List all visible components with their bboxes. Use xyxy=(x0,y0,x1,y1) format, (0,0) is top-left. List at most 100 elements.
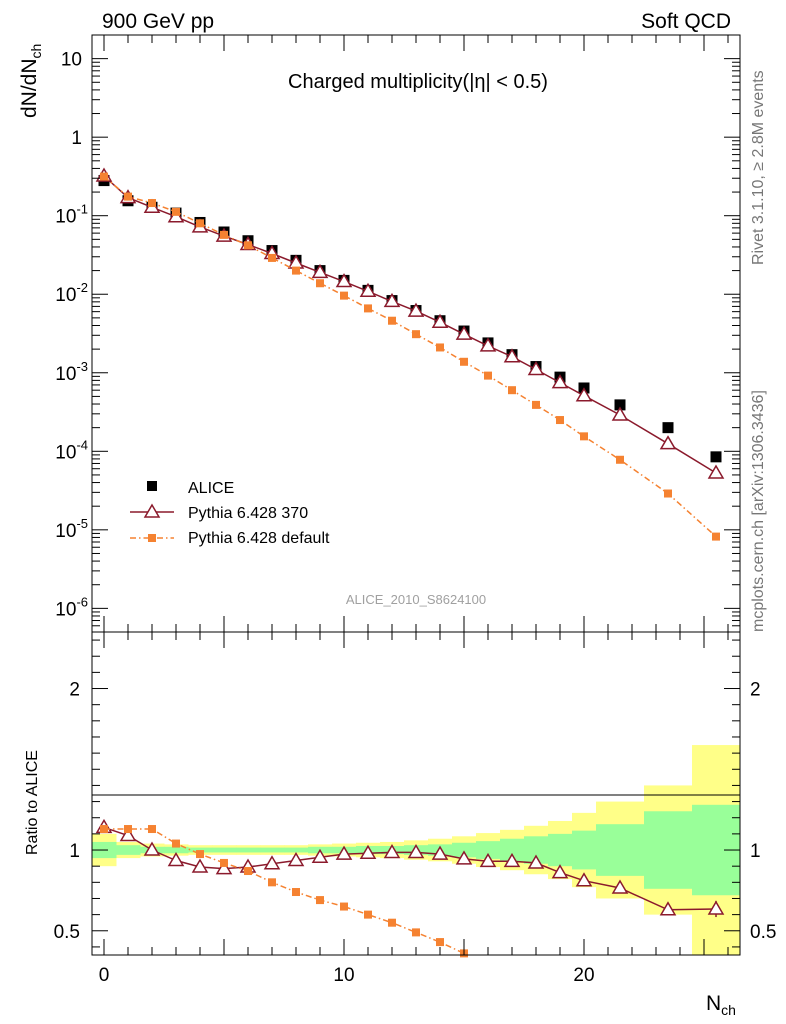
ratio-ytick-label-right: 0.5 xyxy=(750,922,776,943)
data-point-pythia-default xyxy=(508,386,516,395)
main-ytick-base: 10 xyxy=(55,207,76,228)
main-ytick-exp: -4 xyxy=(76,437,88,452)
data-point-pythia-default xyxy=(124,192,132,201)
band-stat xyxy=(188,847,213,853)
main-ytick-label: 10-3 xyxy=(55,359,88,385)
main-ytick-label: 10-4 xyxy=(55,437,88,463)
main-ytick-exp: -1 xyxy=(76,202,88,217)
data-point-pythia-370 xyxy=(455,325,473,340)
data-point-pythia-370 xyxy=(311,263,329,279)
band-stat xyxy=(116,845,141,855)
main-ytick-label: 10-2 xyxy=(55,280,88,306)
legend-p370-marker xyxy=(143,503,161,518)
ratio-ytick-label: 1 xyxy=(69,841,80,862)
band-stat xyxy=(284,847,309,853)
ratio-ytick-label-right: 2 xyxy=(750,680,761,701)
data-point-pythia-default xyxy=(196,219,204,228)
ratio-point-pythia-370 xyxy=(287,852,305,867)
ratio-point-pythia-370 xyxy=(383,843,401,859)
data-point-pythia-default xyxy=(172,207,180,216)
data-point-pythia-default xyxy=(712,532,720,541)
ratio-point-pythia-370 xyxy=(611,879,629,894)
ratio-point-pythia-370 xyxy=(431,845,449,860)
ratio-panel: 2 2 1 1 0.5 0.5 0 10 20 Ratio to ALICE Nch xyxy=(24,631,776,1018)
ratio-point-pythia-default xyxy=(148,825,156,834)
main-ytick-exp: -5 xyxy=(76,516,88,531)
data-point-pythia-370 xyxy=(383,292,401,308)
data-point-pythia-default xyxy=(664,489,672,498)
ratio-ytick-label-right: 1 xyxy=(750,841,761,862)
data-point-pythia-370 xyxy=(575,387,593,402)
ratio-xtick-label: 20 xyxy=(573,965,594,986)
data-point-pythia-default xyxy=(460,357,468,366)
ratio-point-pythia-370 xyxy=(263,855,281,870)
data-point-pythia-default xyxy=(412,330,420,339)
ratio-point-pythia-370 xyxy=(215,860,233,875)
ratio-point-pythia-default xyxy=(172,839,180,848)
ratio-point-pythia-370 xyxy=(707,900,725,915)
ratio-series-line xyxy=(104,828,465,955)
ratio-point-pythia-default xyxy=(244,867,252,876)
ratio-point-pythia-default xyxy=(364,910,372,919)
band-stat xyxy=(212,847,237,853)
data-point-pythia-default xyxy=(364,304,372,313)
ratio-point-pythia-default xyxy=(412,928,420,937)
watermark: ALICE_2010_S8624100 xyxy=(346,592,486,607)
data-point-pythia-default xyxy=(556,416,564,425)
ratio-ylabel: Ratio to ALICE xyxy=(24,750,41,855)
ratio-xtick-label: 0 xyxy=(99,965,110,986)
main-ytick-base: 10 xyxy=(55,364,76,385)
ratio-point-pythia-370 xyxy=(311,848,329,864)
band-stat xyxy=(596,824,645,876)
legend-p370-label: Pythia 6.428 370 xyxy=(188,505,308,522)
ratio-point-pythia-370 xyxy=(143,841,161,856)
main-ytick-exp: -6 xyxy=(76,594,88,609)
main-ytick-label: 1 xyxy=(71,128,82,149)
data-point-pythia-370 xyxy=(359,282,377,298)
ratio-point-pythia-default xyxy=(316,896,324,905)
ratio-point-pythia-default xyxy=(196,850,204,859)
data-point-pythia-default xyxy=(316,279,324,288)
ratio-ytick-label: 2 xyxy=(69,680,80,701)
data-point-alice xyxy=(662,422,674,434)
band-stat xyxy=(452,842,477,858)
main-ytick-exp: -3 xyxy=(76,359,88,374)
main-ytick-label: 10-5 xyxy=(55,516,88,542)
data-point-pythia-370 xyxy=(659,435,677,450)
ratio-point-pythia-370 xyxy=(167,852,185,867)
main-ylabel-sub: ch xyxy=(28,44,44,59)
ratio-point-pythia-370 xyxy=(575,872,593,887)
ratio-xlabel-sub: ch xyxy=(721,1002,736,1018)
main-ytick-label: 10-6 xyxy=(55,594,88,620)
ratio-frame xyxy=(91,631,741,956)
data-point-pythia-370 xyxy=(707,464,725,479)
side-label-top: Rivet 3.1.10, ≥ 2.8M events xyxy=(750,70,767,265)
ratio-point-pythia-370 xyxy=(479,852,497,868)
chart-title: Charged multiplicity(|η| < 0.5) xyxy=(288,71,548,93)
ratio-point-pythia-default xyxy=(292,888,300,897)
band-stat xyxy=(236,847,261,853)
ratio-point-pythia-370 xyxy=(191,858,209,873)
main-ytick-label: 10-1 xyxy=(55,202,88,228)
data-point-pythia-default xyxy=(388,316,396,325)
main-ytick-base: 10 xyxy=(55,599,76,620)
data-point-pythia-370 xyxy=(527,361,545,376)
ratio-point-pythia-default xyxy=(340,902,348,911)
ratio-xlabel: Nch xyxy=(706,992,736,1018)
band-stat xyxy=(476,841,501,859)
ratio-point-pythia-370 xyxy=(551,864,569,879)
band-stat xyxy=(572,830,597,870)
header-left: 900 GeV pp xyxy=(102,10,214,33)
ratio-axes: 2 2 1 1 0.5 0.5 0 10 20 xyxy=(54,632,776,986)
band-stat xyxy=(164,846,189,854)
ratio-ytick-label: 0.5 xyxy=(54,922,80,943)
ratio-point-pythia-370 xyxy=(359,844,377,860)
ratio-xtick-label: 10 xyxy=(333,965,354,986)
header-right: Soft QCD xyxy=(641,10,731,33)
legend-pdef-label: Pythia 6.428 default xyxy=(188,530,330,547)
band-stat xyxy=(500,838,525,862)
ratio-point-pythia-370 xyxy=(119,827,137,842)
main-ylabel: dN/dNch xyxy=(18,44,44,118)
legend-alice-marker xyxy=(147,481,157,491)
